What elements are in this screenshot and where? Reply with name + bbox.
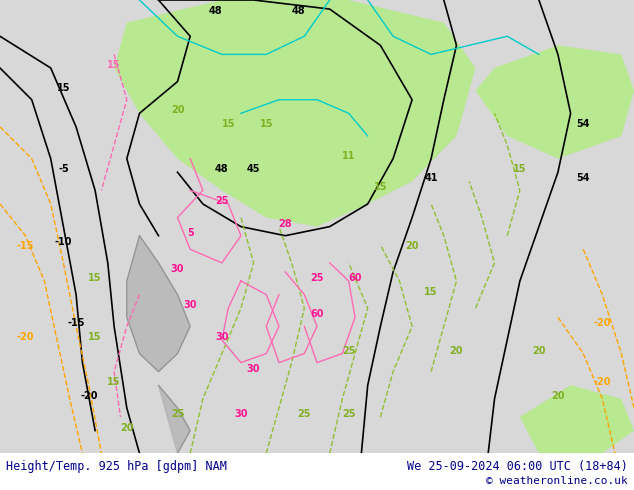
Text: 30: 30 xyxy=(183,300,197,310)
Text: 20: 20 xyxy=(120,422,134,433)
Text: 15: 15 xyxy=(373,182,387,193)
Polygon shape xyxy=(158,385,190,453)
Text: 15: 15 xyxy=(259,119,273,129)
Text: 48: 48 xyxy=(215,164,229,174)
Text: 20: 20 xyxy=(551,391,565,401)
Text: Height/Temp. 925 hPa [gdpm] NAM: Height/Temp. 925 hPa [gdpm] NAM xyxy=(6,460,227,473)
Text: 15: 15 xyxy=(88,332,102,342)
Text: -15: -15 xyxy=(16,241,34,251)
Text: 25: 25 xyxy=(297,409,311,419)
Text: 48: 48 xyxy=(291,5,305,16)
Text: 60: 60 xyxy=(348,273,362,283)
Polygon shape xyxy=(520,385,634,453)
Text: 15: 15 xyxy=(221,119,235,129)
Text: 48: 48 xyxy=(209,5,223,16)
Text: 20: 20 xyxy=(532,345,546,356)
Text: -20: -20 xyxy=(593,318,611,328)
Text: -10: -10 xyxy=(55,237,72,247)
Text: -20: -20 xyxy=(80,391,98,401)
Text: 25: 25 xyxy=(171,409,184,419)
Polygon shape xyxy=(127,236,190,371)
Text: 15: 15 xyxy=(107,377,121,387)
Text: -20: -20 xyxy=(16,332,34,342)
Text: 15: 15 xyxy=(88,273,102,283)
Text: © weatheronline.co.uk: © weatheronline.co.uk xyxy=(486,476,628,486)
Text: 30: 30 xyxy=(247,364,261,374)
Text: 30: 30 xyxy=(171,264,184,274)
Text: 28: 28 xyxy=(278,219,292,229)
Text: 20: 20 xyxy=(405,241,419,251)
Polygon shape xyxy=(476,46,634,159)
Text: -15: -15 xyxy=(67,318,85,328)
Text: 60: 60 xyxy=(310,309,324,319)
Text: 54: 54 xyxy=(576,173,590,183)
Polygon shape xyxy=(114,0,476,226)
Text: We 25-09-2024 06:00 UTC (18+84): We 25-09-2024 06:00 UTC (18+84) xyxy=(407,460,628,473)
Text: 25: 25 xyxy=(342,345,356,356)
Text: 15: 15 xyxy=(56,83,70,93)
Text: 15: 15 xyxy=(513,164,527,174)
Text: 20: 20 xyxy=(171,105,184,115)
Text: 25: 25 xyxy=(342,409,356,419)
Text: 20: 20 xyxy=(450,345,463,356)
Text: 30: 30 xyxy=(234,409,248,419)
Text: 25: 25 xyxy=(310,273,324,283)
Text: 41: 41 xyxy=(424,173,438,183)
Text: 45: 45 xyxy=(247,164,261,174)
Text: 5: 5 xyxy=(187,228,193,238)
Text: 30: 30 xyxy=(215,332,229,342)
Text: -5: -5 xyxy=(58,164,68,174)
Text: -20: -20 xyxy=(593,377,611,387)
Text: 15: 15 xyxy=(107,60,121,70)
Text: 11: 11 xyxy=(342,150,356,161)
Text: 25: 25 xyxy=(215,196,229,206)
Text: 54: 54 xyxy=(576,119,590,129)
Text: 15: 15 xyxy=(424,287,438,296)
